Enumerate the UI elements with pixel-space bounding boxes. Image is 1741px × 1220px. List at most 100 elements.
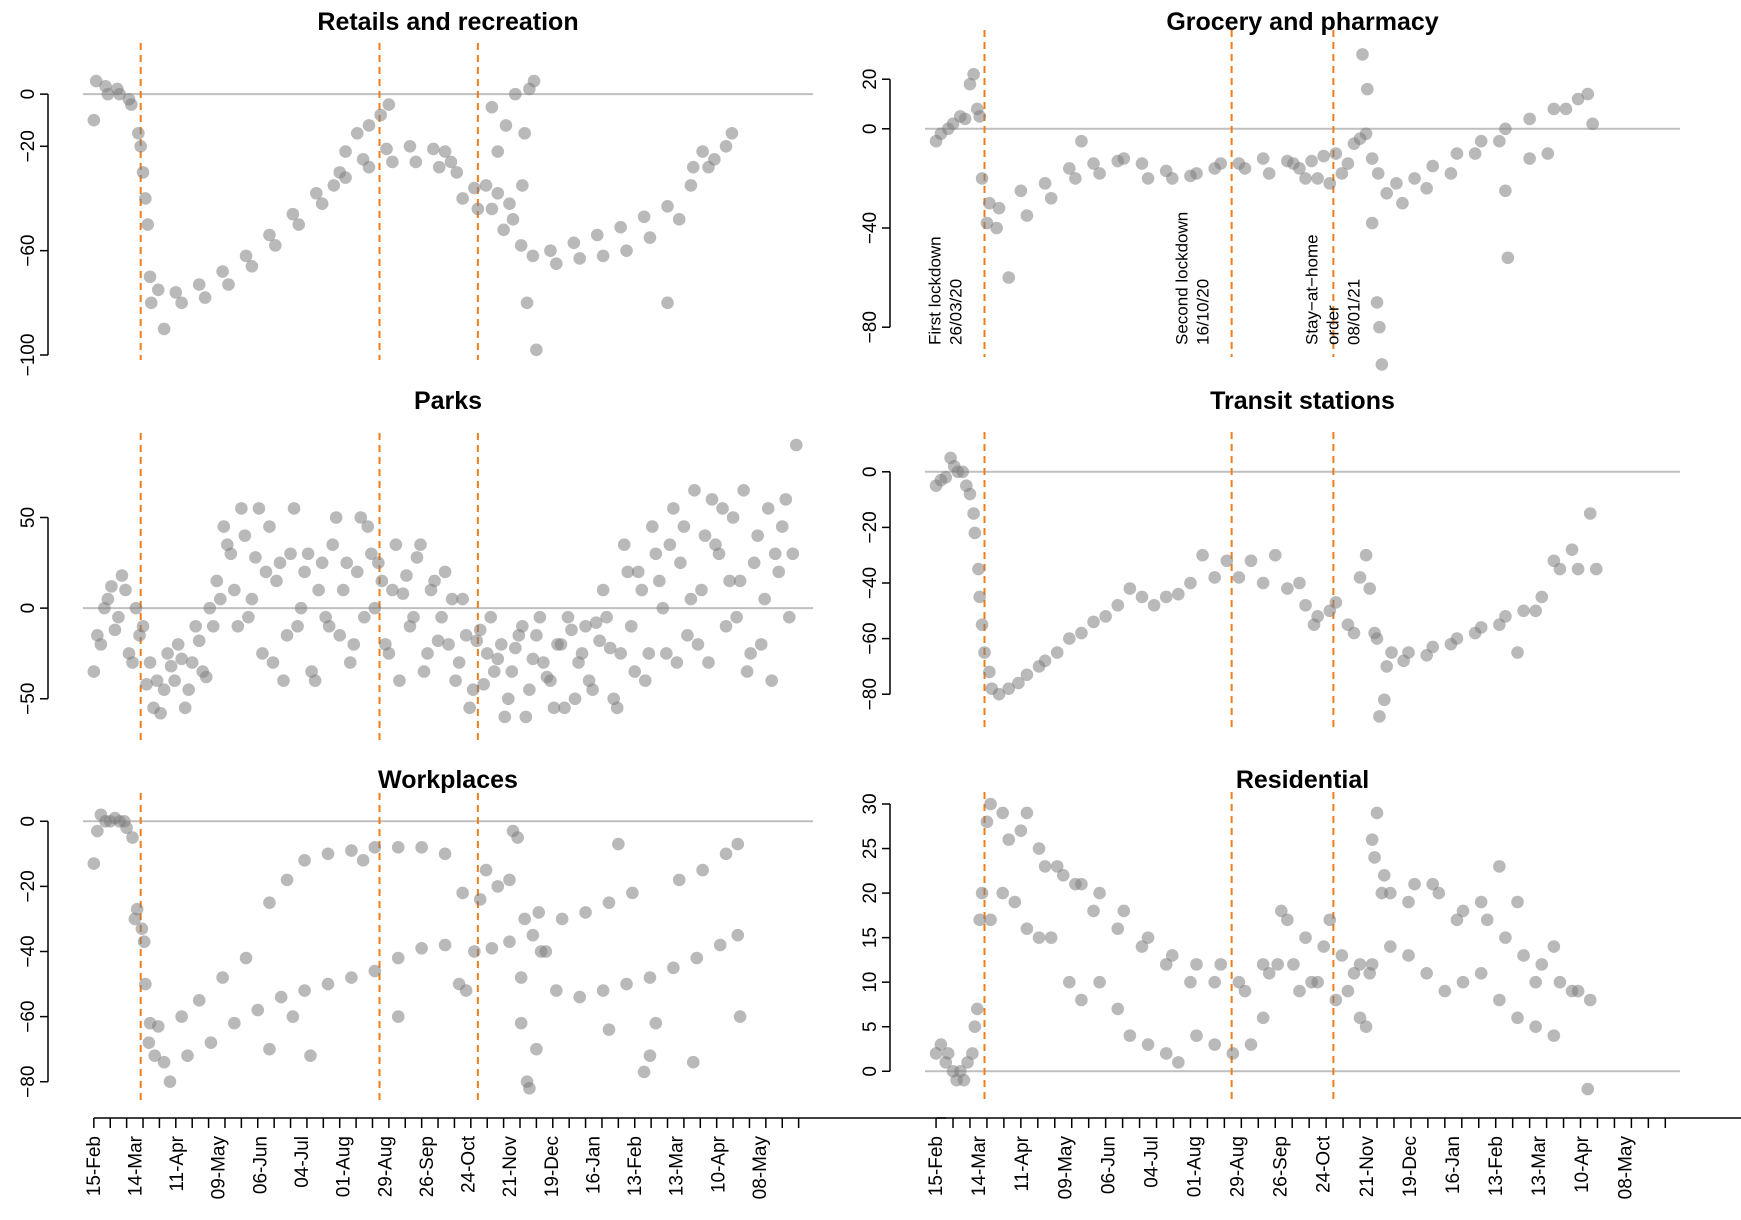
data-point: [1093, 886, 1106, 900]
data-point: [1135, 590, 1149, 604]
data-point: [1347, 966, 1361, 980]
data-point: [130, 902, 144, 916]
data-point: [1361, 82, 1374, 96]
data-point: [1281, 913, 1294, 927]
data-point: [242, 610, 255, 624]
data-point: [554, 638, 568, 651]
data-point: [1141, 1038, 1155, 1051]
data-point: [1287, 157, 1300, 170]
data-point: [206, 619, 220, 633]
data-point: [393, 674, 406, 687]
data-point: [1529, 1020, 1542, 1034]
x-tick-label: 08-May: [1615, 1136, 1636, 1200]
panel-title: Retails and recreation: [317, 8, 578, 36]
data-point: [1317, 940, 1330, 953]
data-point: [1474, 966, 1488, 980]
data-point: [452, 656, 466, 669]
data-point: [269, 239, 282, 252]
data-point: [291, 619, 304, 633]
data-point: [645, 520, 659, 533]
data-point: [747, 556, 761, 570]
data-point: [503, 873, 516, 887]
data-point: [1368, 851, 1381, 864]
data-point: [1581, 87, 1595, 101]
data-point: [1347, 626, 1361, 640]
data-point: [140, 677, 153, 691]
data-point: [1385, 646, 1398, 659]
data-point: [356, 854, 370, 867]
data-point: [315, 197, 329, 210]
data-point: [301, 547, 315, 561]
data-point: [1365, 958, 1379, 971]
data-point: [1293, 576, 1306, 590]
data-point: [345, 971, 358, 984]
data-point: [1493, 618, 1506, 631]
data-point: [263, 1042, 276, 1056]
y-tick-label: 15: [860, 927, 881, 948]
x-tick-label: 16-Jan: [1443, 1136, 1464, 1194]
data-point: [361, 520, 375, 533]
data-point: [494, 638, 508, 651]
y-tick-label: 10: [860, 972, 881, 993]
data-point: [192, 634, 206, 648]
data-point: [1535, 590, 1549, 604]
data-point: [1559, 102, 1573, 116]
data-point: [192, 994, 206, 1007]
data-point: [951, 465, 965, 479]
data-point: [1402, 949, 1415, 962]
data-point: [1208, 975, 1221, 989]
data-point: [327, 179, 341, 192]
data-point: [1038, 860, 1052, 873]
x-tick-label: 14-Mar: [969, 1135, 990, 1196]
lockdown-annotation: Second lockdown: [1173, 212, 1192, 345]
data-point: [603, 641, 617, 655]
data-point: [144, 296, 158, 310]
data-point: [239, 951, 253, 965]
data-point: [1050, 860, 1064, 873]
data-point: [438, 938, 452, 952]
data-point: [216, 971, 229, 984]
data-point: [1305, 154, 1318, 168]
data-point: [527, 74, 541, 88]
data-point: [684, 592, 698, 606]
data-point: [958, 112, 972, 126]
data-point: [681, 629, 694, 642]
data-point: [1493, 860, 1506, 873]
data-point: [514, 239, 528, 252]
data-point: [456, 192, 469, 205]
data-point: [751, 529, 764, 542]
data-point: [1444, 167, 1458, 180]
data-point: [350, 565, 364, 579]
data-point: [1581, 1082, 1595, 1096]
data-point: [691, 638, 705, 651]
data-point: [157, 322, 171, 336]
data-point: [259, 565, 273, 579]
data-point: [1493, 134, 1506, 148]
data-point: [526, 928, 540, 942]
data-point: [204, 1036, 218, 1049]
data-point: [624, 619, 638, 633]
data-point: [1474, 134, 1488, 148]
data-point: [744, 647, 757, 660]
data-point: [91, 629, 104, 642]
data-point: [479, 179, 493, 192]
data-point: [466, 683, 480, 696]
data-point: [509, 641, 522, 655]
data-point: [638, 674, 652, 687]
data-point: [1299, 172, 1312, 185]
data-point: [789, 438, 803, 452]
lockdown-annotation: 26/03/20: [947, 279, 966, 345]
data-point: [421, 647, 434, 660]
data-point: [168, 674, 181, 687]
x-tick-label: 09-May: [1055, 1136, 1076, 1200]
data-point: [698, 529, 712, 542]
data-point: [514, 1016, 528, 1030]
data-point: [1256, 958, 1270, 971]
data-point: [459, 629, 473, 642]
data-point: [596, 249, 610, 263]
data-point: [175, 652, 188, 666]
data-point: [182, 683, 195, 696]
data-point: [1020, 668, 1034, 682]
data-point: [934, 473, 948, 487]
